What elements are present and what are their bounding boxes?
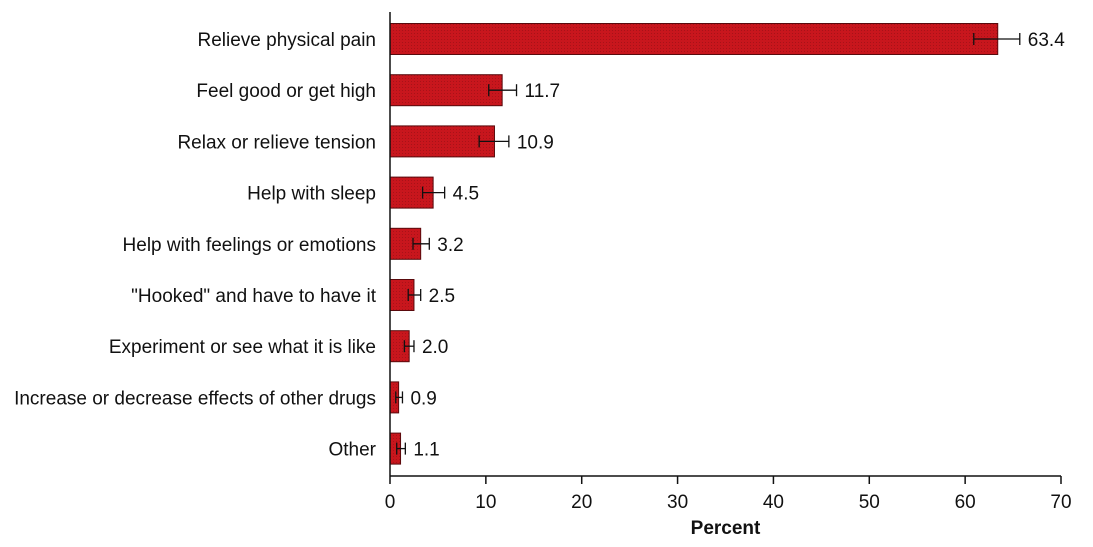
x-tick-label-2: 20 xyxy=(571,492,592,513)
x-tick-label-3: 30 xyxy=(667,492,688,513)
error-bar-6 xyxy=(403,340,415,353)
error-bar-5 xyxy=(407,289,422,301)
x-axis: 0 10 20 30 40 50 60 70 xyxy=(385,12,1072,513)
category-label-3: Help with sleep xyxy=(247,184,376,205)
value-label-0: 63.4 xyxy=(1028,30,1065,51)
category-label-5: "Hooked" and have to have it xyxy=(131,286,377,307)
category-label-4: Help with feelings or emotions xyxy=(123,235,376,256)
labels-layer: Relieve physical pain 63.4 Feel good or ge… xyxy=(14,30,1065,461)
category-label-8: Other xyxy=(328,440,376,461)
value-label-4: 3.2 xyxy=(437,235,463,256)
x-tick-label-0: 0 xyxy=(385,492,396,513)
x-tick-label-5: 50 xyxy=(859,492,880,513)
error-bar-3 xyxy=(421,186,446,199)
bar-2 xyxy=(389,125,495,158)
error-bar-1 xyxy=(488,84,518,97)
value-label-8: 1.1 xyxy=(413,440,439,461)
value-label-6: 2.0 xyxy=(422,337,448,358)
category-label-2: Relax or relieve tension xyxy=(177,132,376,153)
value-label-7: 0.9 xyxy=(410,388,436,409)
value-label-3: 4.5 xyxy=(453,184,479,205)
error-bar-4 xyxy=(412,237,430,250)
category-label-0: Relieve physical pain xyxy=(198,30,377,51)
category-label-6: Experiment or see what it is like xyxy=(109,337,376,358)
category-label-7: Increase or decrease effects of other dr… xyxy=(14,388,376,409)
bar-1 xyxy=(389,74,503,107)
error-bar-8 xyxy=(396,442,406,455)
x-tick-label-1: 10 xyxy=(475,492,496,513)
value-label-5: 2.5 xyxy=(429,286,455,307)
error-bar-0 xyxy=(973,33,1021,45)
x-axis-title: Percent xyxy=(691,518,761,539)
error-bar-2 xyxy=(478,135,510,148)
category-label-1: Feel good or get high xyxy=(196,81,376,102)
value-label-2: 10.9 xyxy=(517,132,554,153)
bar-0 xyxy=(389,23,999,55)
error-bar-7 xyxy=(395,391,404,404)
x-tick-label-6: 60 xyxy=(955,492,976,513)
bars-layer xyxy=(389,23,1021,465)
x-tick-label-7: 70 xyxy=(1050,492,1071,513)
value-label-1: 11.7 xyxy=(525,81,561,102)
x-tick-label-4: 40 xyxy=(763,492,784,513)
